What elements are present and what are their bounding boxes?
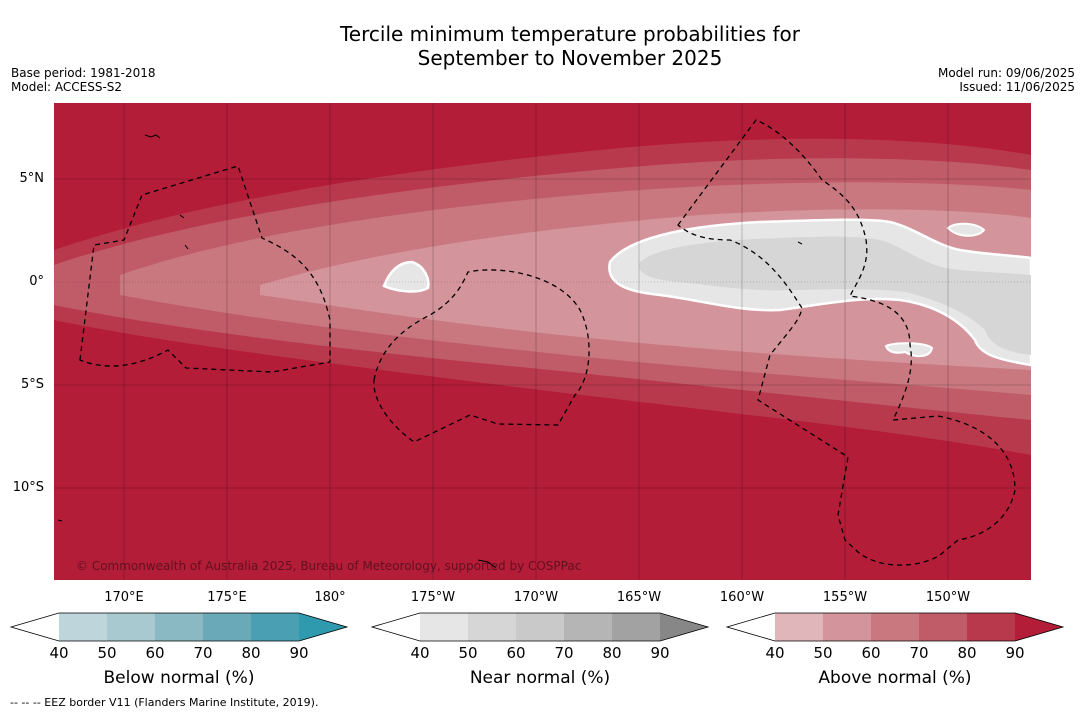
base-period: Base period: 1981-2018 (11, 66, 156, 80)
lat-label-0: 0° (29, 274, 44, 289)
above-colorbar-tick: 70 (909, 644, 929, 662)
above-colorbar-outline (725, 612, 1065, 642)
above-colorbar-min-extend (727, 613, 775, 641)
near-colorbar-tick: 40 (410, 644, 430, 662)
near-colorbar-tick: 50 (458, 644, 478, 662)
lon-label-175w: 175°W (410, 590, 456, 605)
lon-label-155w: 155°W (822, 590, 868, 605)
above-colorbar-title: Above normal (%) (818, 668, 972, 688)
below-colorbar-tick: 80 (241, 644, 261, 662)
below-colorbar-outline (9, 612, 349, 642)
below-colorbar-cell (59, 613, 107, 641)
lon-label-180: 180° (314, 590, 346, 605)
title-line-2: September to November 2025 (417, 46, 723, 70)
near-colorbar (370, 612, 710, 642)
above-colorbar-cell (967, 613, 1015, 641)
lat-label-10s: 10°S (12, 480, 44, 495)
near-colorbar-outline (370, 612, 710, 642)
above-colorbar-tick: 40 (765, 644, 785, 662)
above-colorbar-cell (775, 613, 823, 641)
below-colorbar-tick: 70 (193, 644, 213, 662)
above-colorbar (725, 612, 1065, 642)
above-colorbar-cell (871, 613, 919, 641)
below-colorbar (9, 612, 349, 642)
near-colorbar-cell (420, 613, 468, 641)
above-colorbar-tick: 90 (1005, 644, 1025, 662)
near-colorbar-max-extend (660, 613, 708, 641)
model-name: Model: ACCESS-S2 (11, 80, 123, 94)
below-colorbar-cell (107, 613, 155, 641)
meta-right: Model run: 09/06/2025 Issued: 11/06/2025 (938, 66, 1075, 94)
lat-label-5s: 5°S (20, 377, 44, 392)
above-colorbar-tick: 50 (813, 644, 833, 662)
eez-footnote: -- -- -- EEZ border V11 (Flanders Marine… (10, 696, 319, 709)
below-colorbar-cell (155, 613, 203, 641)
below-colorbar-title: Below normal (%) (103, 668, 255, 688)
above-colorbar-tick: 80 (957, 644, 977, 662)
issued-date: Issued: 11/06/2025 (959, 80, 1075, 94)
near-colorbar-cell (516, 613, 564, 641)
lat-label-5n: 5°N (19, 171, 45, 186)
near-colorbar-tick: 80 (602, 644, 622, 662)
above-colorbar-cell (823, 613, 871, 641)
model-run: Model run: 09/06/2025 (937, 66, 1075, 80)
above-colorbar-tick: 60 (861, 644, 881, 662)
near-colorbar-cell (612, 613, 660, 641)
near-40-island (382, 260, 430, 293)
near-colorbar-tick: 60 (506, 644, 526, 662)
meta-left: Base period: 1981-2018 Model: ACCESS-S2 (11, 66, 156, 94)
above-colorbar-cell (919, 613, 967, 641)
title-line-1: Tercile minimum temperature probabilitie… (339, 22, 801, 46)
below-colorbar-max-extend (299, 613, 347, 641)
near-colorbar-title: Near normal (%) (469, 668, 611, 688)
below-colorbar-cell (251, 613, 299, 641)
lon-label-160w: 160°W (719, 590, 765, 605)
below-colorbar-tick: 40 (49, 644, 69, 662)
near-colorbar-min-extend (372, 613, 420, 641)
near-colorbar-cell (564, 613, 612, 641)
graticule (54, 103, 1031, 580)
chart-title: Tercile minimum temperature probabilitie… (0, 22, 1085, 70)
lon-label-175e: 175°E (207, 590, 247, 605)
near-50-region (639, 236, 1031, 355)
below-colorbar-cell (203, 613, 251, 641)
below-colorbar-tick: 90 (289, 644, 309, 662)
near-colorbar-tick: 90 (650, 644, 670, 662)
lon-label-170e: 170°E (104, 590, 144, 605)
below-colorbar-tick: 60 (145, 644, 165, 662)
near-colorbar-tick: 70 (554, 644, 574, 662)
lon-label-150w: 150°W (925, 590, 971, 605)
near-colorbar-cell (468, 613, 516, 641)
above-colorbar-max-extend (1015, 613, 1063, 641)
below-colorbar-tick: 50 (97, 644, 117, 662)
near-40-island-2 (946, 222, 986, 237)
map-area (54, 103, 1031, 580)
eez-borders (79, 119, 1016, 566)
copyright-notice: © Commonwealth of Australia 2025, Bureau… (76, 559, 582, 573)
lon-label-165w: 165°W (616, 590, 662, 605)
islands (57, 134, 803, 569)
lon-label-170w: 170°W (513, 590, 559, 605)
below-colorbar-min-extend (11, 613, 59, 641)
